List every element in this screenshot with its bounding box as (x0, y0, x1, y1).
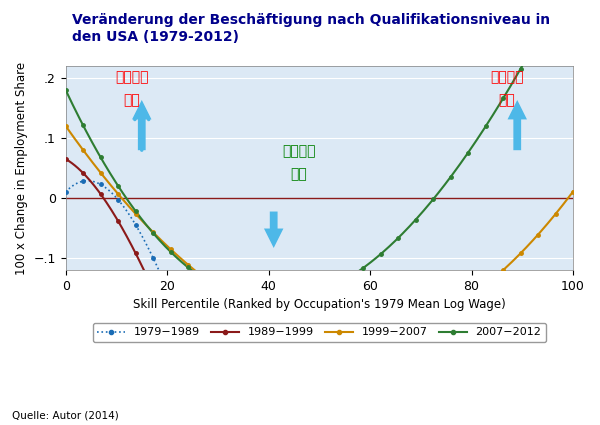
Text: 増加: 増加 (499, 93, 515, 107)
Text: 増加: 増加 (123, 93, 140, 107)
Legend: 1979−1989, 1989−1999, 1999−2007, 2007−2012: 1979−1989, 1989−1999, 1999−2007, 2007−20… (93, 323, 546, 342)
Text: 低レベル: 低レベル (115, 70, 148, 84)
Text: Quelle: Autor (2014): Quelle: Autor (2014) (12, 411, 119, 421)
Y-axis label: 100 x Change in Employment Share: 100 x Change in Employment Share (15, 62, 28, 275)
Text: 減少: 減少 (290, 167, 307, 181)
Text: den USA (1979-2012): den USA (1979-2012) (72, 30, 239, 44)
X-axis label: Skill Percentile (Ranked by Occupation's 1979 Mean Log Wage): Skill Percentile (Ranked by Occupation's… (133, 298, 506, 311)
Text: 上レベル: 上レベル (490, 70, 524, 84)
Text: Veränderung der Beschäftigung nach Qualifikationsniveau in: Veränderung der Beschäftigung nach Quali… (72, 13, 550, 27)
Text: 中レベル: 中レベル (283, 144, 316, 158)
